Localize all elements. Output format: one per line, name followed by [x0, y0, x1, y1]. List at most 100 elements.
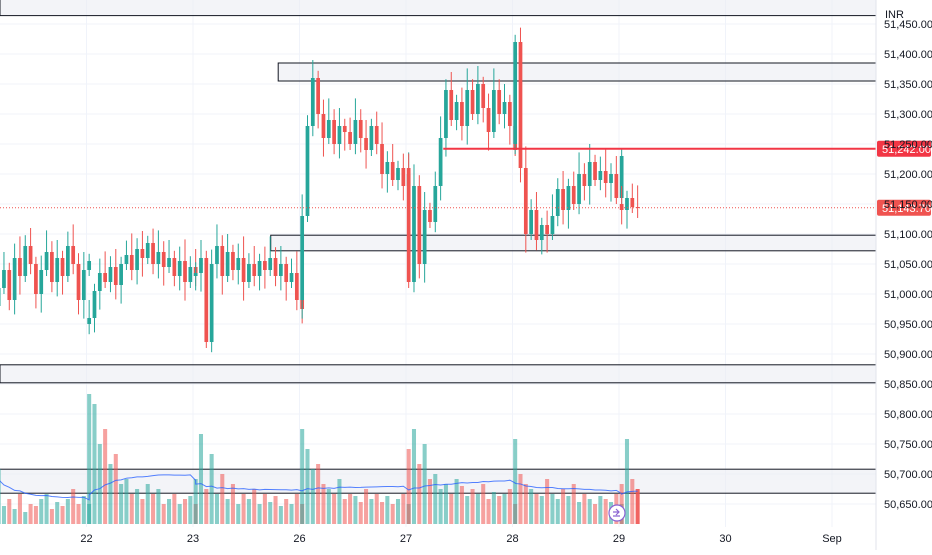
candle-body [225, 252, 230, 276]
key-level-price-tag [877, 140, 931, 157]
volume-bar [12, 509, 17, 524]
candle-body [603, 171, 608, 183]
volume-bar [406, 449, 411, 524]
x-tick-label: 28 [506, 533, 518, 545]
candle-body [438, 138, 443, 186]
candle-body [215, 246, 219, 264]
volume-bar [294, 494, 299, 524]
volume-bar [103, 429, 108, 524]
volume-bar [561, 489, 566, 524]
candle-body [97, 273, 102, 291]
candle-body [316, 78, 321, 114]
volume-bar [619, 484, 624, 524]
candle-body [385, 162, 390, 174]
volume-bar [33, 506, 38, 524]
candle-body [108, 267, 113, 282]
volume-bar [337, 479, 342, 524]
candle-body [630, 198, 635, 207]
candle-body [518, 42, 523, 168]
candle-body [481, 84, 486, 108]
candle-body [156, 252, 161, 264]
volume-bar [593, 504, 598, 524]
candle-body [103, 273, 108, 282]
candle-body [87, 318, 92, 324]
candle-body [582, 174, 587, 186]
volume-bar [417, 464, 422, 524]
volume-bar [491, 492, 496, 524]
volume-bar [172, 494, 177, 524]
candle-body [332, 120, 336, 144]
support-resistance-zone [270, 234, 877, 252]
y-tick-label: 51,400.00 [884, 49, 932, 61]
volume-bar [555, 499, 560, 524]
y-tick-label: 50,650.00 [884, 499, 932, 511]
volume-bar [108, 464, 113, 524]
volume-bar [449, 494, 454, 524]
volume-bar [380, 502, 385, 524]
volume-bar [438, 489, 443, 524]
volume-bar [262, 494, 267, 524]
x-tick-label: 27 [400, 533, 412, 545]
candle-body [348, 132, 352, 144]
candle-body [497, 90, 502, 114]
candle-body [587, 162, 592, 186]
candle-body [449, 90, 454, 120]
zone-layer [0, 0, 877, 494]
volume-bar [465, 496, 470, 524]
volume-bar [358, 502, 363, 524]
volume-bar [0, 469, 1, 524]
volume-bar [342, 499, 347, 524]
volume-bar [481, 484, 486, 524]
volume-bar [182, 499, 188, 524]
volume-bar [518, 474, 523, 524]
candle-body [18, 258, 22, 276]
candle-body [577, 174, 581, 204]
candle-body [236, 258, 241, 270]
volume-bar [577, 502, 582, 524]
volume-bar [598, 496, 603, 524]
candle-body [76, 264, 81, 300]
y-tick-label: 51,450.00 [884, 19, 932, 31]
volume-bar [497, 496, 502, 524]
volume-bar [433, 474, 438, 524]
volume-bar [364, 489, 369, 524]
time-axis[interactable]: 22 23 26 27 28 29 30 Sep [80, 533, 841, 545]
candle-body [2, 270, 6, 288]
y-tick-label: 51,250.00 [884, 139, 932, 151]
volume-bar [390, 504, 395, 524]
volume-bar [49, 509, 54, 524]
x-tick-label: Sep [822, 533, 842, 545]
candle-body [268, 258, 273, 270]
volume-bar [566, 496, 571, 524]
candle-body [444, 90, 448, 138]
candle-body [23, 246, 28, 276]
volume-bar [252, 489, 257, 524]
candle-body [571, 186, 576, 204]
volume-bar [241, 494, 246, 524]
scroll-to-latest-button[interactable] [608, 504, 626, 522]
candle-body [65, 246, 70, 276]
volume-bar [151, 494, 156, 524]
candle-body [545, 225, 549, 234]
candle-body [374, 126, 379, 144]
candle-body [140, 249, 145, 258]
volume-bar [326, 489, 331, 524]
volume-bar [28, 504, 33, 524]
candle-body [55, 258, 60, 282]
candle-body [476, 84, 480, 114]
candle-body [188, 267, 193, 282]
volume-bar [113, 454, 118, 524]
volume-bar [289, 504, 294, 524]
volume-bar [332, 494, 337, 524]
candle-body [417, 186, 422, 264]
volume-bar [470, 489, 475, 524]
volume-bar [209, 454, 214, 524]
volume-bar [571, 484, 576, 524]
price-axis[interactable]: 51,450.00 51,400.00 51,350.00 51,300.00 51,2… [875, 0, 932, 550]
volume-bar [124, 479, 129, 524]
volume-bar [369, 499, 374, 524]
volume-bar [177, 504, 182, 524]
volume-bar [1, 506, 6, 524]
candle-body [598, 171, 603, 180]
